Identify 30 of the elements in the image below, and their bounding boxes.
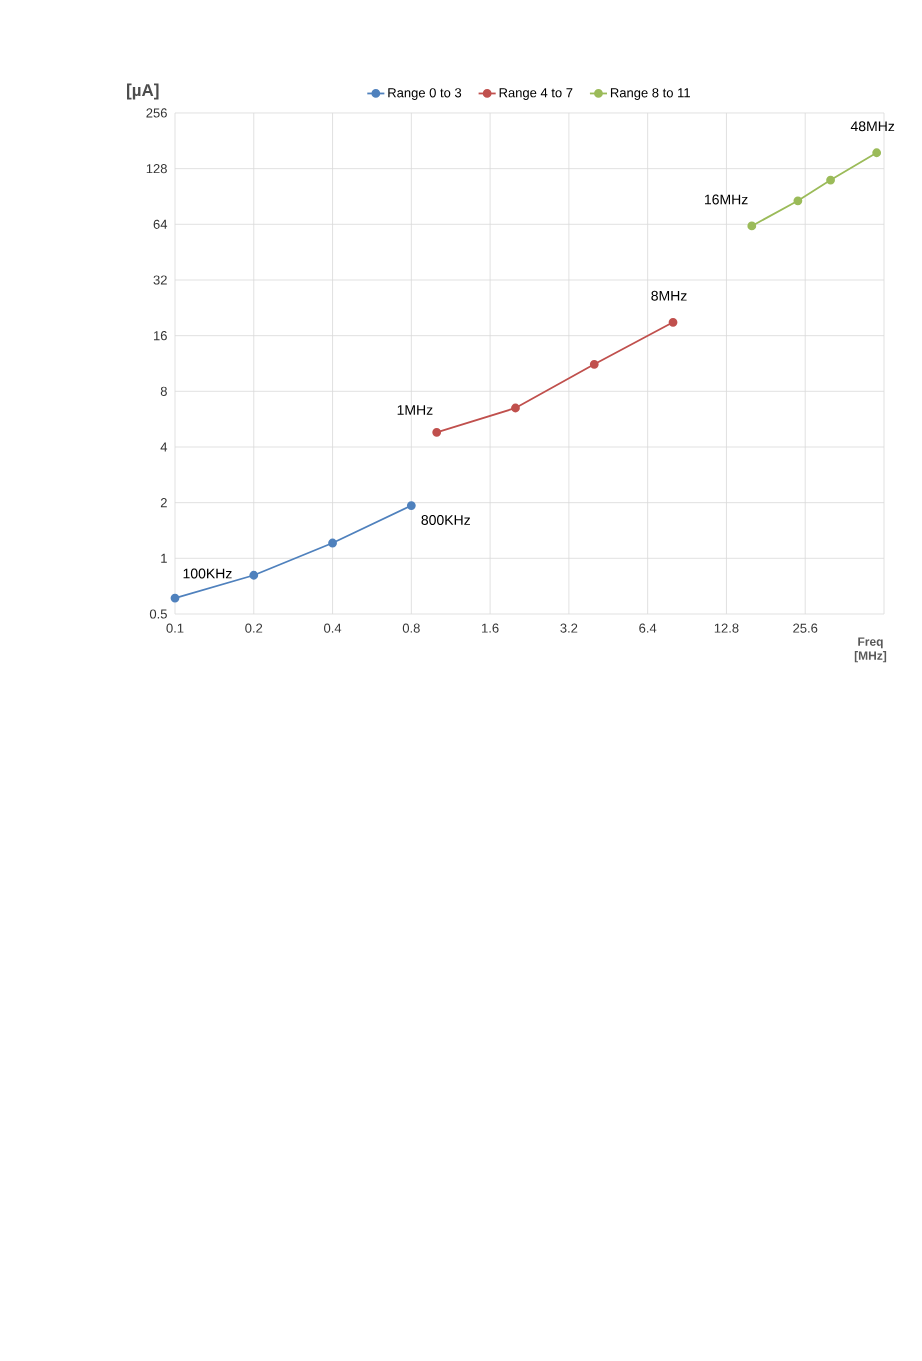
y-tick-label: 32 (153, 275, 167, 285)
annotation: 1MHz (397, 405, 433, 415)
annotation: 16MHz (704, 194, 748, 205)
x-tick-label: 0.4 (324, 623, 342, 633)
y-tick-label: 64 (153, 219, 168, 229)
annotation: 48MHz (850, 121, 895, 132)
y-tick-label: 8 (160, 386, 167, 396)
x-axis-title: Freq [MHz] (854, 637, 887, 663)
legend-label: Range 4 to 7 (499, 88, 573, 100)
y-tick-label: 0.5 (149, 609, 167, 619)
x-tick-label: 25.6 (793, 623, 818, 633)
x-tick-label: 0.8 (402, 623, 420, 633)
x-tick-label: 3.2 (560, 623, 578, 633)
x-tick-label: 0.2 (245, 623, 263, 633)
legend-label: Range 8 to 11 (610, 88, 690, 100)
y-tick-label: 128 (146, 164, 167, 174)
y-tick-label: 2 (160, 498, 167, 508)
y-axis-title: [µA] (127, 83, 159, 100)
x-tick-label: 6.4 (639, 623, 657, 633)
x-tick-label: 1.6 (482, 623, 499, 633)
x-tick-label: 12.8 (714, 623, 739, 633)
legend-label: Range 0 to 3 (388, 88, 462, 100)
annotation: 8MHz (651, 290, 687, 301)
y-tick-label: 16 (153, 331, 167, 341)
y-tick-label: 256 (146, 108, 167, 118)
annotation: 800KHz (421, 515, 470, 525)
y-tick-label: 4 (160, 442, 168, 452)
annotation: 100KHz (183, 568, 232, 579)
y-tick-label: 1 (161, 553, 167, 563)
x-tick-label: 0.1 (166, 623, 184, 633)
